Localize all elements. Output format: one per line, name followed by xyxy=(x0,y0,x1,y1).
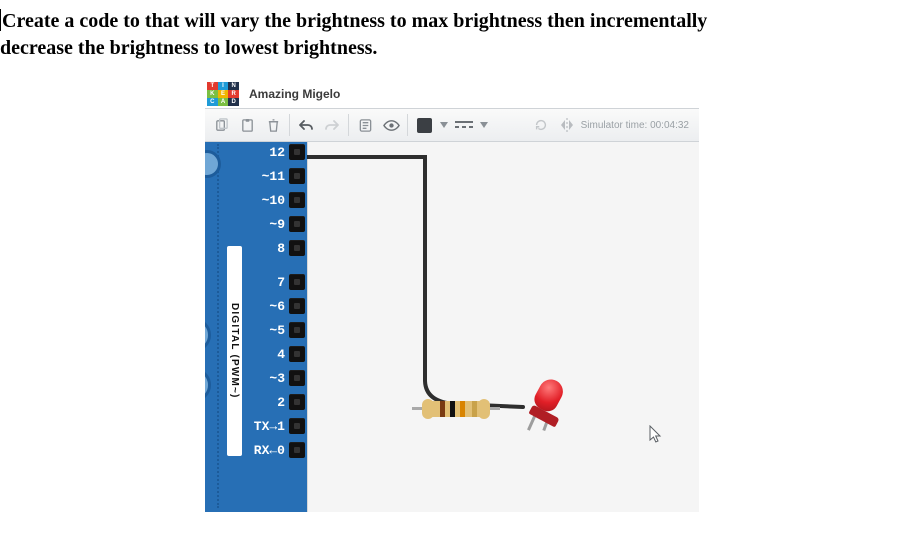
question-line-2: decrease the brightness to lowest bright… xyxy=(0,37,377,59)
pin-6[interactable]: ~6 xyxy=(239,294,305,318)
dropdown-caret-icon[interactable] xyxy=(478,113,490,137)
pin-9[interactable]: ~9 xyxy=(239,212,305,236)
pin-socket[interactable] xyxy=(289,192,305,208)
pin-label: 2 xyxy=(247,395,285,410)
pin-TX1[interactable]: TX→1 xyxy=(239,414,305,438)
board-pad xyxy=(205,318,211,352)
paste-icon[interactable] xyxy=(235,113,259,137)
rotate-icon[interactable] xyxy=(529,113,553,137)
pin-RX0[interactable]: RX←0 xyxy=(239,438,305,462)
pin-label: ~10 xyxy=(247,193,285,208)
color-swatch[interactable] xyxy=(412,113,436,137)
undo-icon[interactable] xyxy=(294,113,318,137)
circuit-canvas[interactable]: DIGITAL (PWM~) 12~11~10~987~6~54~32TX→1R… xyxy=(205,142,699,512)
pin-label: ~3 xyxy=(247,371,285,386)
pin-label: ~5 xyxy=(247,323,285,338)
tinkercad-frame: TINKERCAD Amazing Migelo xyxy=(205,80,699,510)
led[interactable] xyxy=(519,377,573,427)
pin-socket[interactable] xyxy=(289,168,305,184)
toolbar-separator xyxy=(348,114,349,136)
pin-label: RX←0 xyxy=(247,443,285,458)
pin-5[interactable]: ~5 xyxy=(239,318,305,342)
pin-3[interactable]: ~3 xyxy=(239,366,305,390)
pin-socket[interactable] xyxy=(289,274,305,290)
pin-header-block: 12 ~11 ~10 ~9 8 7 ~6 ~5 4 ~3 2 TX→1 RX←0 xyxy=(239,142,305,462)
pin-12[interactable]: 12 xyxy=(239,142,305,164)
notes-icon[interactable] xyxy=(353,113,377,137)
pin-socket[interactable] xyxy=(289,298,305,314)
pin-socket[interactable] xyxy=(289,418,305,434)
pin-label: ~6 xyxy=(247,299,285,314)
board-pad xyxy=(205,368,211,402)
pin-socket[interactable] xyxy=(289,216,305,232)
dropdown-caret-icon[interactable] xyxy=(438,113,450,137)
pin-10[interactable]: ~10 xyxy=(239,188,305,212)
pin-label: 7 xyxy=(247,275,285,290)
project-name[interactable]: Amazing Migelo xyxy=(249,87,340,101)
text-caret xyxy=(0,9,1,31)
toolbar-separator xyxy=(289,114,290,136)
pin-label: 8 xyxy=(247,241,285,256)
pin-11[interactable]: ~11 xyxy=(239,164,305,188)
question-line-1: Create a code to that will vary the brig… xyxy=(2,10,707,32)
pin-socket[interactable] xyxy=(289,144,305,160)
pin-label: 4 xyxy=(247,347,285,362)
mirror-icon[interactable] xyxy=(555,113,579,137)
toolbar: Simulator time: 00:04:32 xyxy=(205,108,699,142)
pin-label: ~11 xyxy=(247,169,285,184)
pin-label: 12 xyxy=(247,145,285,160)
visibility-icon[interactable] xyxy=(379,113,403,137)
toolbar-separator xyxy=(407,114,408,136)
pin-2[interactable]: 2 xyxy=(239,390,305,414)
pin-7[interactable]: 7 xyxy=(239,270,305,294)
redo-icon[interactable] xyxy=(320,113,344,137)
pin-socket[interactable] xyxy=(289,442,305,458)
delete-icon[interactable] xyxy=(261,113,285,137)
simulator-time: Simulator time: 00:04:32 xyxy=(581,120,695,131)
pin-label: TX→1 xyxy=(247,419,285,434)
pin-socket[interactable] xyxy=(289,346,305,362)
pin-socket[interactable] xyxy=(289,370,305,386)
pin-8[interactable]: 8 xyxy=(239,236,305,260)
pin-4[interactable]: 4 xyxy=(239,342,305,366)
cursor-icon xyxy=(649,425,663,448)
title-bar: TINKERCAD Amazing Migelo xyxy=(205,80,699,108)
resistor[interactable] xyxy=(420,398,492,420)
tinkercad-logo[interactable]: TINKERCAD xyxy=(207,82,239,106)
question-prompt: Create a code to that will vary the brig… xyxy=(0,0,902,68)
copy-icon[interactable] xyxy=(209,113,233,137)
pin-socket[interactable] xyxy=(289,240,305,256)
pin-label: ~9 xyxy=(247,217,285,232)
arduino-board[interactable]: DIGITAL (PWM~) 12~11~10~987~6~54~32TX→1R… xyxy=(205,142,307,512)
pin-socket[interactable] xyxy=(289,394,305,410)
pin-socket[interactable] xyxy=(289,322,305,338)
wire-style-icon[interactable] xyxy=(452,113,476,137)
